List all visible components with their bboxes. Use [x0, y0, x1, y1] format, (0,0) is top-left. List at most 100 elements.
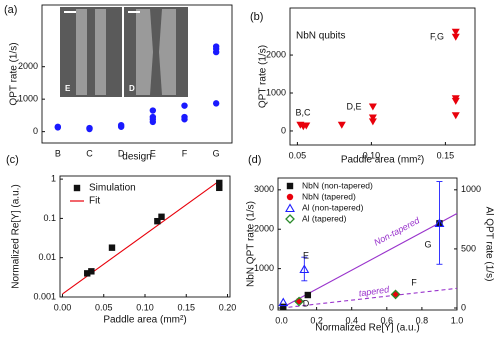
data-point — [299, 264, 310, 274]
data-point — [154, 217, 161, 225]
plot-frame — [289, 7, 476, 146]
annotation: B,C — [295, 107, 311, 117]
legend-swatch — [285, 203, 295, 213]
data-point — [216, 179, 223, 187]
x-tick-label: 0.00 — [54, 302, 72, 312]
fit-line — [62, 180, 220, 295]
inset-pad — [159, 9, 176, 95]
inset-pad — [95, 9, 106, 95]
y-tick-label: 2000 — [254, 224, 274, 234]
data-point — [390, 289, 401, 300]
data-point — [181, 113, 188, 121]
x-tick-label: 0.10 — [136, 302, 154, 312]
legend-swatch — [286, 182, 294, 190]
y-tick-label: 0.001 — [33, 291, 56, 301]
x-tick-label: 0.0 — [275, 315, 288, 325]
x-axis-label: design — [122, 152, 151, 163]
y2-axis-label: Al QPT rate (1/s) — [483, 207, 494, 282]
y-tick-label: 1 — [51, 173, 56, 183]
panel-label: (d) — [248, 154, 261, 166]
x-tick-label: 0.10 — [363, 150, 381, 160]
y-axis-label: Normalized Re[Y] (a.u.) — [11, 184, 22, 288]
y-axis-label: QPT rate (1/s) — [258, 45, 269, 108]
y-tick-label: 0.1 — [43, 213, 56, 223]
y-tick-label: 0 — [269, 302, 274, 312]
y-tick-label: 0.01 — [38, 252, 56, 262]
plot-frame — [277, 177, 458, 311]
x-tick-label: 0.2 — [310, 315, 323, 325]
x-tick-label: 0.15 — [177, 302, 195, 312]
data-point — [216, 184, 223, 192]
data-point — [302, 122, 311, 130]
y-tick-label: 3000 — [254, 184, 274, 194]
data-point — [368, 103, 377, 111]
annotation: G — [424, 239, 431, 249]
y-tick-label: 2000 — [266, 49, 286, 59]
inset-pad — [136, 9, 153, 95]
x-tick-label: 0.20 — [219, 302, 237, 312]
annotation: E — [303, 250, 309, 260]
legend-label: NbN (tapered) — [302, 191, 356, 201]
plot-frame — [41, 4, 233, 144]
panel-text: NbN qubits — [296, 31, 345, 42]
x-tick-label: B — [55, 148, 61, 158]
data-point — [451, 28, 460, 36]
x-tick-label: 0.6 — [381, 315, 394, 325]
data-point — [108, 244, 116, 251]
data-point — [86, 124, 93, 132]
x-tick-label: C — [86, 148, 93, 158]
data-point — [294, 296, 304, 307]
x-axis-label: Paddle area (mm²) — [103, 315, 186, 326]
annotation: D — [303, 298, 310, 308]
inset-label: D — [129, 84, 135, 93]
legend-swatch — [285, 214, 295, 224]
x-tick-label: 0.4 — [345, 315, 358, 325]
y2-tick-label: 1000 — [461, 184, 481, 194]
legend-label: Al (non-tapered) — [302, 202, 364, 212]
data-point — [451, 33, 460, 41]
panel-label: (b) — [250, 11, 263, 23]
y2-tick-label: 0 — [461, 302, 466, 312]
x-tick-label: G — [213, 148, 220, 158]
annotation: D,E — [346, 101, 361, 111]
data-point — [212, 100, 220, 107]
legend-label: Al (tapered) — [302, 213, 347, 223]
panel-label: (a) — [4, 4, 17, 16]
legend-label: Simulation — [89, 183, 136, 194]
data-point — [304, 291, 312, 299]
legend-label: Fit — [89, 196, 100, 207]
y-axis-label: NbN QPT rate (1/s) — [246, 201, 257, 287]
annotation: F — [411, 277, 417, 287]
y-tick-label: 1000 — [266, 87, 286, 97]
x-tick-label: 0.15 — [437, 150, 455, 160]
annotation: tapered — [358, 284, 391, 298]
x-tick-label: E — [150, 148, 156, 158]
y-tick-label: 2000 — [18, 61, 38, 71]
data-point — [149, 107, 157, 114]
data-point — [368, 114, 377, 122]
fit-line — [281, 287, 458, 309]
legend-swatch — [73, 184, 81, 192]
data-point — [434, 218, 445, 227]
annotation: F,G — [430, 31, 444, 41]
plot-frame — [59, 175, 231, 298]
data-point — [280, 303, 287, 311]
data-point — [212, 43, 220, 50]
data-point — [54, 123, 62, 130]
data-point — [88, 268, 95, 275]
x-tick-label: 0.8 — [416, 315, 429, 325]
x-tick-label: D — [118, 148, 125, 158]
y2-tick-label: 500 — [461, 243, 476, 253]
data-point — [149, 113, 157, 121]
y-tick-label: 1000 — [18, 94, 38, 104]
legend-swatch — [286, 193, 294, 201]
legend-label: NbN (non-tapered) — [302, 180, 373, 190]
x-tick-label: 1.0 — [451, 315, 464, 325]
data-point — [278, 297, 289, 307]
inset-image — [124, 7, 188, 97]
x-tick-label: 0.05 — [289, 150, 307, 160]
data-point — [158, 213, 165, 220]
x-tick-label: 0.05 — [95, 302, 113, 312]
data-point — [451, 97, 460, 105]
